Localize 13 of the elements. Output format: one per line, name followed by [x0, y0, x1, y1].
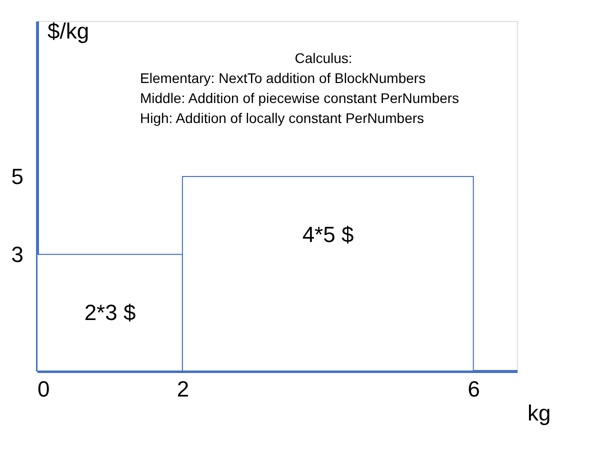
- annotation: 2*3 $: [84, 300, 136, 325]
- annotation: High: Addition of locally constant PerNumbers: [140, 110, 424, 126]
- y-tick-label: 3: [11, 242, 24, 267]
- annotation: 4*5 $: [302, 222, 354, 247]
- annotation: Calculus:: [294, 50, 352, 66]
- y-axis-title: $/kg: [48, 18, 90, 44]
- x-tick-label: 6: [468, 376, 480, 402]
- x-tick-label: 2: [176, 376, 190, 402]
- annotation: Middle: Addition of piecewise constant PerNumbers: [140, 90, 460, 106]
- annotation: Elementary: NextTo addition of BlockNumbers: [140, 70, 426, 86]
- y-tick-label: 5: [11, 164, 24, 190]
- x-axis-title: kg: [528, 400, 551, 426]
- x-tick-label: 0: [38, 376, 50, 402]
